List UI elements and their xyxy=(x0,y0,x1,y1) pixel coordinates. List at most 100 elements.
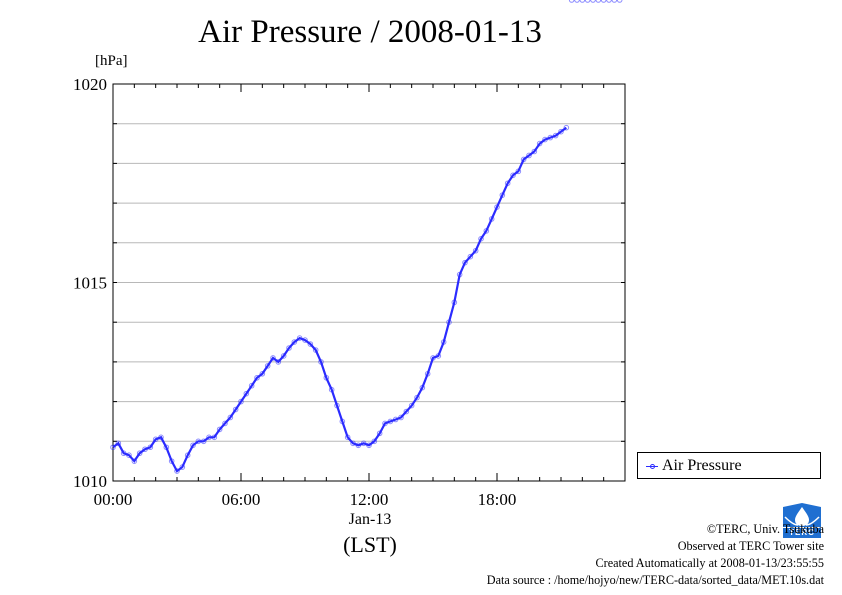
data-point xyxy=(408,402,415,409)
data-point xyxy=(307,341,314,347)
data-point xyxy=(568,0,575,3)
data-point xyxy=(254,374,260,381)
data-point xyxy=(376,430,383,437)
data-point xyxy=(238,398,244,405)
x-tick-label: 00:00 xyxy=(94,490,133,509)
data-point xyxy=(296,335,303,341)
chart-title: Air Pressure / 2008-01-13 xyxy=(198,14,542,50)
data-point xyxy=(424,371,431,377)
x-timezone-label: (LST) xyxy=(343,532,397,557)
observed-text: Observed at TERC Tower site xyxy=(677,539,824,553)
series-layer xyxy=(110,0,623,474)
data-point xyxy=(558,128,564,135)
data-point xyxy=(350,440,356,447)
created-text: Created Automatically at 2008-01-13/23:5… xyxy=(595,556,824,570)
data-point xyxy=(328,386,335,393)
axis-ticks: 1010 1015 1020 00:00 06:00 12:00 18:00 xyxy=(73,75,626,509)
data-point xyxy=(584,0,591,3)
data-point xyxy=(531,148,538,155)
data-point xyxy=(371,438,378,445)
data-point xyxy=(115,440,122,447)
data-point xyxy=(312,347,319,353)
series-line-air-pressure xyxy=(112,126,567,473)
legend-label: Air Pressure xyxy=(662,457,742,474)
data-point xyxy=(435,353,442,359)
data-point xyxy=(398,414,404,421)
data-point xyxy=(248,382,255,389)
data-point xyxy=(206,434,212,441)
data-point xyxy=(414,394,420,401)
x-tick-label: 06:00 xyxy=(222,490,261,509)
data-point xyxy=(147,444,154,451)
data-point xyxy=(510,172,516,179)
data-point xyxy=(520,156,527,163)
data-point xyxy=(595,0,602,3)
data-point xyxy=(504,180,511,187)
data-point xyxy=(152,436,159,443)
data-point xyxy=(222,420,228,427)
logo-lettering: TERC xyxy=(789,528,815,537)
data-point xyxy=(136,450,143,457)
data-point xyxy=(488,216,495,222)
data-point xyxy=(179,464,186,470)
data-point xyxy=(499,192,506,198)
data-point xyxy=(174,468,180,474)
data-point xyxy=(168,458,175,464)
data-point xyxy=(280,353,287,359)
y-tick-label: 1020 xyxy=(73,75,107,94)
data-point xyxy=(387,418,394,425)
data-point xyxy=(323,374,330,381)
data-point xyxy=(451,299,458,306)
data-point xyxy=(200,438,207,445)
data-point xyxy=(366,442,372,449)
data-point xyxy=(563,124,570,131)
x-tick-label: 12:00 xyxy=(350,490,389,509)
data-point xyxy=(163,444,170,451)
data-point xyxy=(446,319,452,326)
data-point xyxy=(536,140,543,147)
data-source-text: Data source : /home/hojyo/new/TERC-data/… xyxy=(486,573,824,587)
data-point xyxy=(142,446,148,453)
data-point xyxy=(360,440,367,447)
data-point xyxy=(131,458,138,464)
x-tick-label: 18:00 xyxy=(478,490,517,509)
data-point xyxy=(611,0,618,3)
data-point xyxy=(227,414,234,421)
data-point xyxy=(579,0,586,3)
data-point xyxy=(216,426,223,433)
data-point xyxy=(542,136,548,143)
data-point xyxy=(600,0,607,3)
legend: Air Pressure xyxy=(637,452,821,479)
y-tick-label: 1010 xyxy=(73,472,107,491)
legend-swatch xyxy=(646,464,658,469)
data-point xyxy=(355,442,362,449)
data-point xyxy=(590,0,596,3)
data-point xyxy=(467,253,474,260)
data-point xyxy=(243,390,250,397)
data-point xyxy=(120,450,127,457)
data-point xyxy=(339,418,346,425)
y-axis-unit-label: [hPa] xyxy=(95,53,128,69)
data-point xyxy=(430,355,436,361)
data-point xyxy=(382,420,388,427)
data-point xyxy=(515,168,522,175)
y-tick-label: 1015 xyxy=(73,274,107,293)
data-point xyxy=(606,0,612,3)
data-point xyxy=(462,259,468,266)
terc-logo xyxy=(781,503,823,539)
data-point xyxy=(616,0,623,3)
data-point xyxy=(547,134,554,141)
data-point xyxy=(478,236,484,242)
data-point xyxy=(334,402,340,409)
data-point xyxy=(264,363,271,369)
data-point xyxy=(472,247,479,254)
data-point xyxy=(302,337,308,343)
data-point xyxy=(440,339,447,345)
data-point xyxy=(275,359,282,365)
data-point xyxy=(270,355,276,361)
data-point xyxy=(483,228,490,234)
data-point xyxy=(494,204,500,210)
data-point xyxy=(574,0,580,3)
grid-lines xyxy=(113,123,625,442)
